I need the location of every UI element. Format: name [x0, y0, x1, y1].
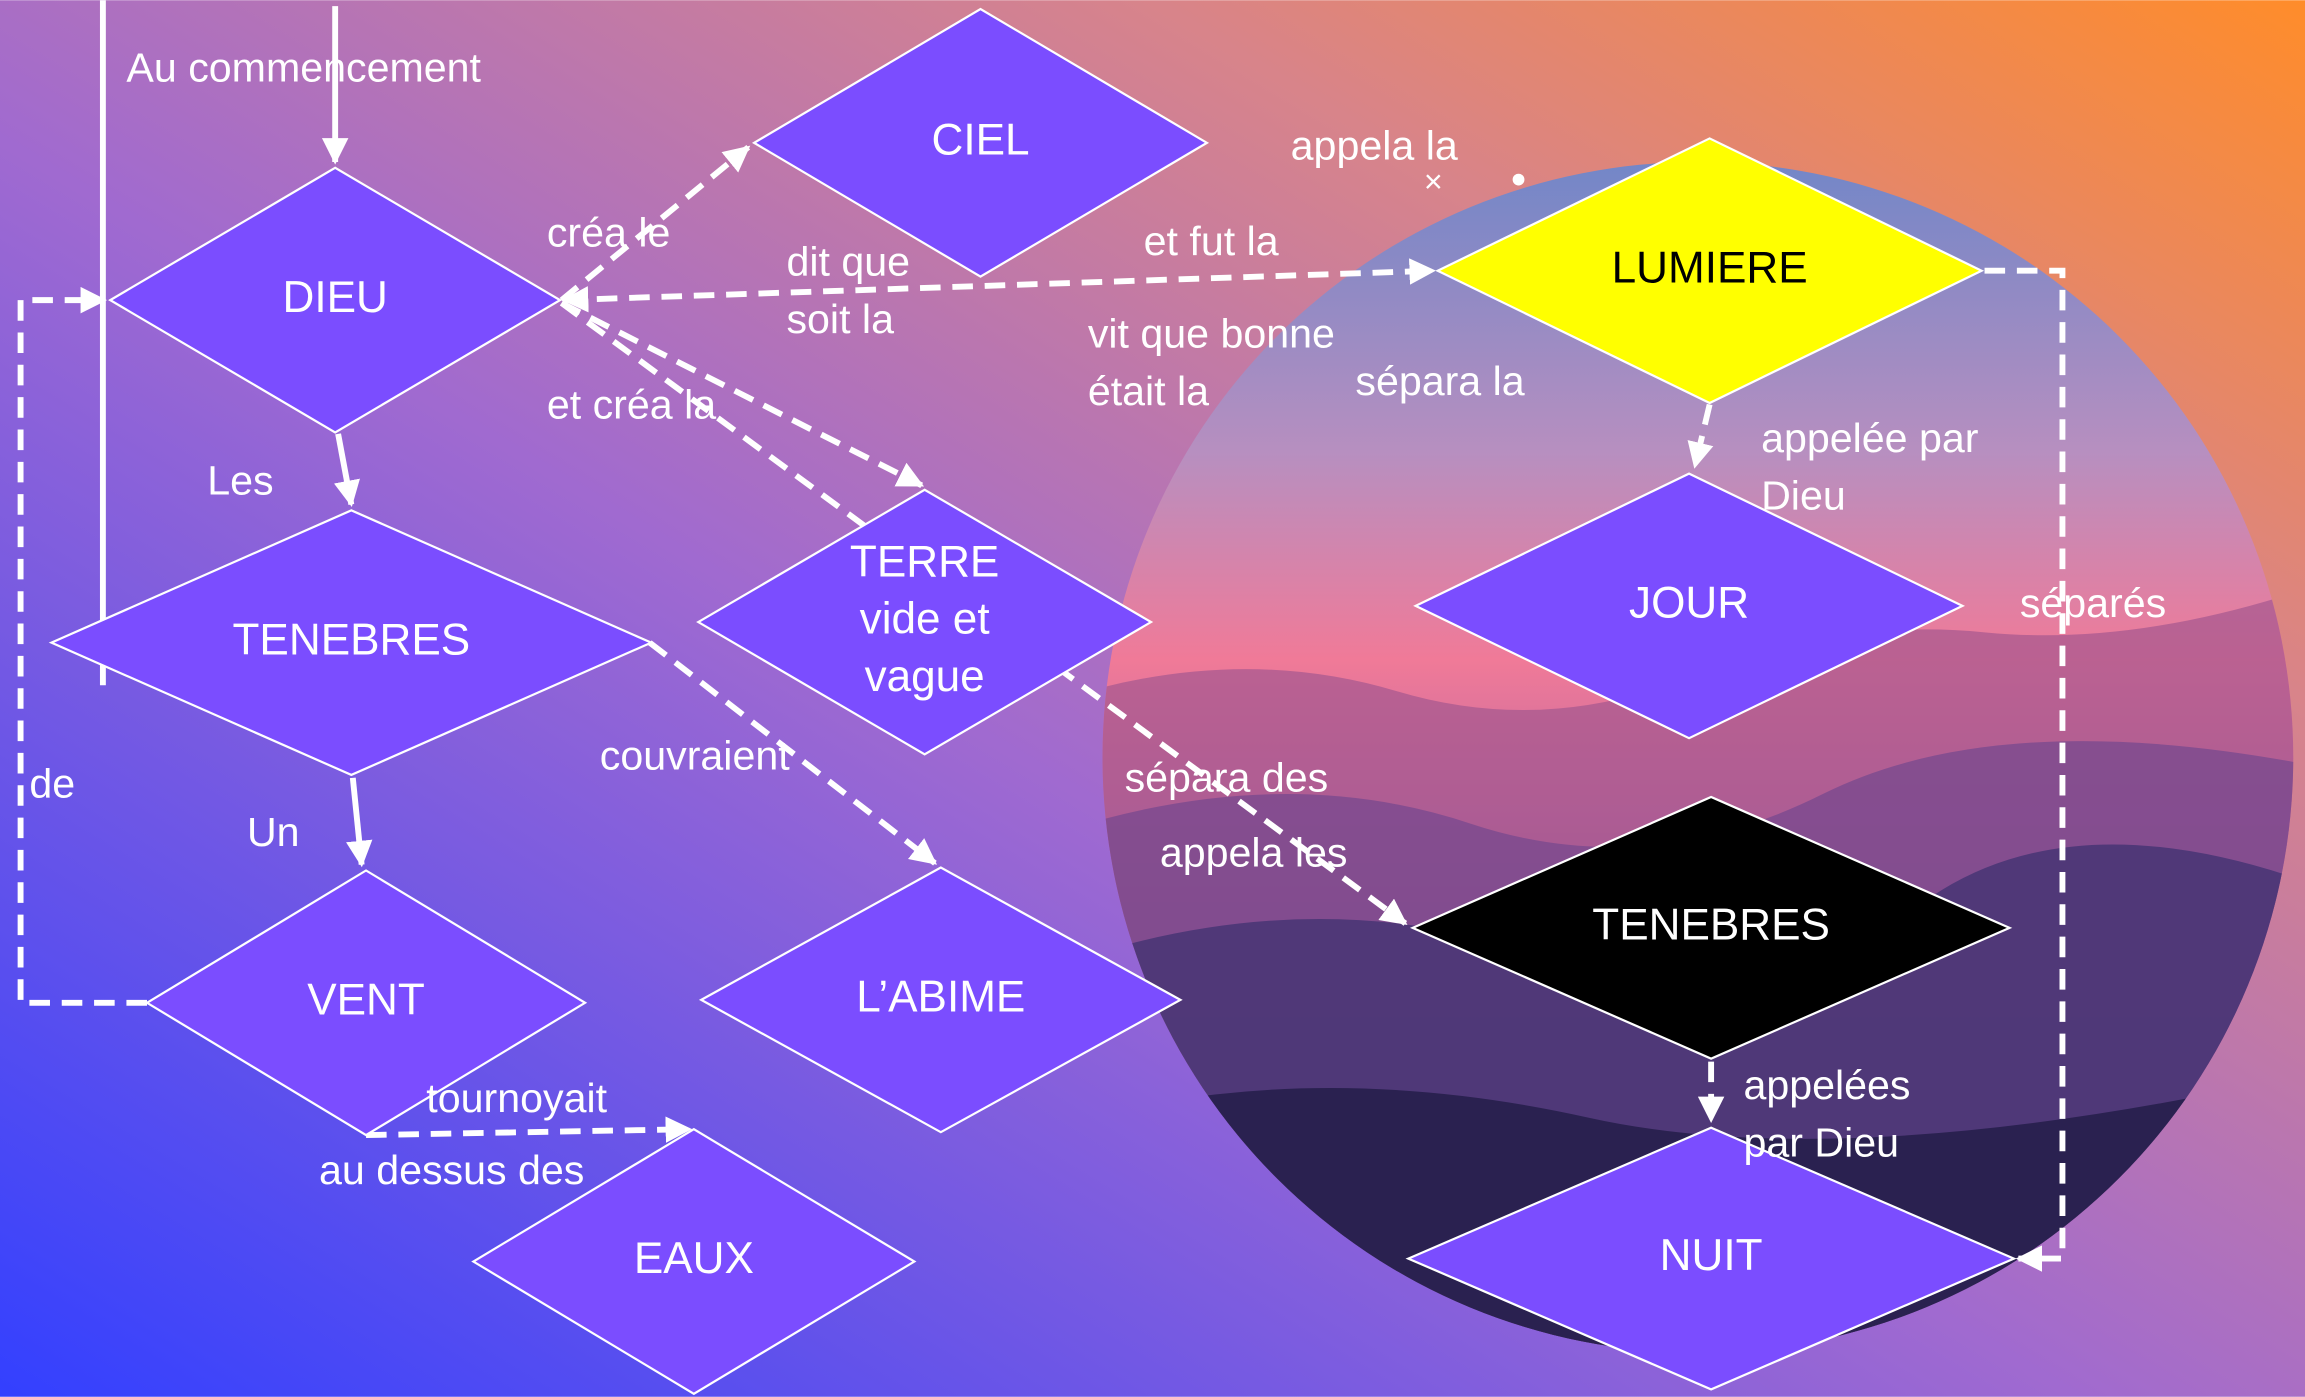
node-label: TENEBRES — [1592, 900, 1830, 949]
node-label: NUIT — [1660, 1231, 1763, 1280]
edge-label: séparés — [2020, 580, 2166, 626]
edge-label: était la — [1088, 368, 1209, 414]
node-label: JOUR — [1629, 579, 1749, 628]
node-label: TENEBRES — [233, 615, 471, 664]
node-label: LUMIERE — [1612, 243, 1808, 292]
edge-label: Les — [207, 458, 273, 504]
edge-label: sépara la — [1355, 358, 1524, 404]
dot — [1513, 174, 1525, 186]
node-label: vide et — [860, 595, 990, 644]
node-label: TERRE — [850, 537, 999, 586]
edge-label: de — [29, 761, 75, 807]
node-label: EAUX — [634, 1234, 754, 1283]
edge-label: appela la — [1291, 123, 1458, 169]
edge-label: au dessus des — [319, 1147, 584, 1193]
edge-label: créa le — [547, 209, 671, 255]
edge-label: Au commencement — [126, 45, 481, 91]
node-label: CIEL — [931, 115, 1029, 164]
edge-label: soit la — [786, 296, 894, 342]
edge-label: Dieu — [1761, 472, 1846, 518]
edge-label: sépara des — [1125, 755, 1329, 801]
edge-label: Un — [247, 809, 300, 855]
page: {"nodes": [ {"lines": ["CIEL"]}, {"lines… — [0, 0, 2305, 1397]
node-label: VENT — [307, 975, 425, 1024]
edge-label: et créa la — [547, 381, 716, 427]
node-label: L’ABIME — [856, 973, 1025, 1022]
edge-label: dit que — [786, 239, 910, 285]
edge-label: vit que bonne — [1088, 311, 1335, 357]
edge-label: appela les — [1160, 830, 1348, 876]
edge-label: tournoyait — [426, 1075, 607, 1121]
edge-label: et fut la — [1144, 218, 1279, 264]
edge-label: appelée par — [1761, 415, 1979, 461]
edge-label: appelées — [1743, 1062, 1910, 1108]
edge-label: par Dieu — [1743, 1119, 1899, 1165]
node-label: vague — [865, 652, 985, 701]
edge-label: couvraient — [600, 733, 790, 779]
cross-mark: × — [1424, 164, 1443, 200]
diagram: CIEL DIEU LUMIERE JOUR TERRE vide et vague TENE… — [0, 0, 2305, 1397]
node-label: DIEU — [282, 273, 387, 322]
